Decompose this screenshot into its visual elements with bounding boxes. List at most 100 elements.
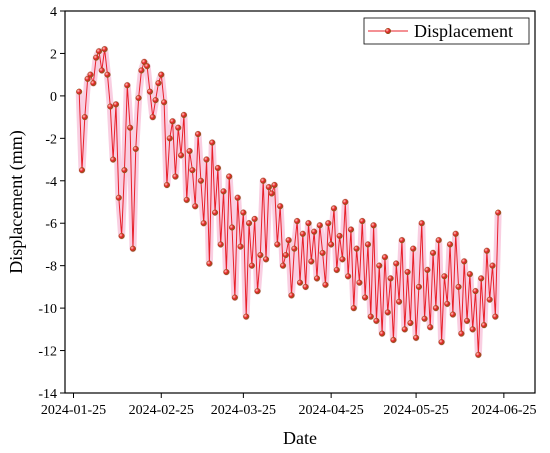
data-point (319, 249, 326, 256)
x-tick-label: 2024-06-25 (471, 403, 536, 418)
data-point (251, 215, 258, 223)
data-point (279, 262, 287, 269)
data-point (223, 268, 230, 276)
data-point (169, 118, 176, 125)
y-tick-label: -4 (45, 175, 57, 190)
data-point (444, 300, 451, 307)
data-point (356, 279, 363, 286)
x-tick-label: 2024-01-25 (41, 403, 106, 418)
data-point (220, 188, 227, 195)
data-point (212, 209, 219, 216)
data-point (87, 71, 94, 78)
data-point (112, 101, 120, 108)
data-point (373, 317, 380, 324)
data-point (84, 75, 91, 82)
data-point (296, 279, 304, 286)
data-point (240, 209, 247, 216)
data-point (237, 243, 244, 250)
data-point (115, 194, 122, 201)
data-point (172, 173, 179, 180)
y-tick-label: -14 (38, 387, 57, 402)
data-point (262, 256, 270, 263)
data-point (381, 254, 388, 261)
data-point (367, 313, 374, 320)
data-point (325, 220, 332, 227)
data-point (376, 262, 383, 269)
data-point (195, 131, 202, 138)
data-point (158, 71, 165, 78)
data-point (452, 230, 459, 237)
data-point (146, 88, 153, 95)
data-point (305, 220, 312, 227)
data-point (245, 220, 253, 227)
x-tick-label: 2024-02-25 (129, 403, 194, 418)
data-point (274, 241, 281, 248)
data-point (121, 167, 128, 174)
data-point (427, 324, 434, 331)
data-point (415, 283, 422, 290)
data-point (311, 228, 318, 235)
data-point (183, 196, 190, 203)
data-point (421, 315, 428, 322)
data-point (110, 156, 117, 163)
data-point (161, 99, 168, 106)
data-point (413, 334, 420, 341)
data-point (135, 94, 142, 102)
data-point (438, 339, 445, 346)
data-point (384, 309, 391, 316)
data-point (101, 46, 108, 53)
data-point (203, 156, 210, 163)
legend-marker (384, 27, 392, 35)
data-point (268, 190, 275, 197)
data-point (404, 268, 411, 276)
y-tick-label: 2 (50, 47, 57, 62)
data-point (455, 283, 462, 290)
data-point (461, 258, 468, 265)
data-point (132, 145, 139, 152)
y-tick-label: 0 (50, 90, 57, 105)
data-point (299, 230, 306, 237)
data-point (98, 67, 105, 74)
data-point (466, 271, 473, 278)
data-point (138, 67, 145, 74)
data-point (424, 266, 431, 273)
x-tick-label: 2024-03-25 (211, 403, 276, 418)
data-point (81, 114, 88, 121)
data-point (398, 237, 405, 244)
data-point (350, 305, 357, 312)
y-axis-label: Displacement (mm) (6, 130, 27, 273)
data-point (480, 322, 488, 329)
data-point (308, 258, 315, 265)
data-point (345, 273, 352, 280)
data-point (206, 260, 213, 267)
x-tick-label: 2024-05-25 (383, 403, 448, 418)
data-point (316, 222, 323, 229)
data-point (197, 177, 204, 184)
data-point (107, 103, 114, 110)
data-point (333, 266, 340, 273)
data-point (152, 97, 159, 104)
x-tick-label: 2024-04-25 (298, 403, 363, 418)
data-point (396, 298, 403, 305)
data-point (435, 237, 442, 244)
data-point (401, 326, 408, 333)
data-point (129, 245, 137, 252)
data-point (330, 205, 338, 212)
data-point (483, 247, 490, 254)
data-point (104, 71, 111, 78)
data-point (163, 181, 170, 189)
data-point (430, 249, 437, 256)
data-point (282, 252, 289, 259)
data-point (387, 275, 394, 282)
data-point (271, 181, 278, 189)
data-point (458, 330, 465, 337)
data-point (127, 124, 134, 131)
data-point (475, 351, 482, 358)
data-point (472, 288, 479, 295)
data-point (90, 80, 97, 87)
data-point (478, 275, 485, 282)
data-point (231, 294, 238, 301)
data-point (118, 232, 125, 240)
data-point (76, 88, 83, 95)
data-point (214, 164, 221, 172)
